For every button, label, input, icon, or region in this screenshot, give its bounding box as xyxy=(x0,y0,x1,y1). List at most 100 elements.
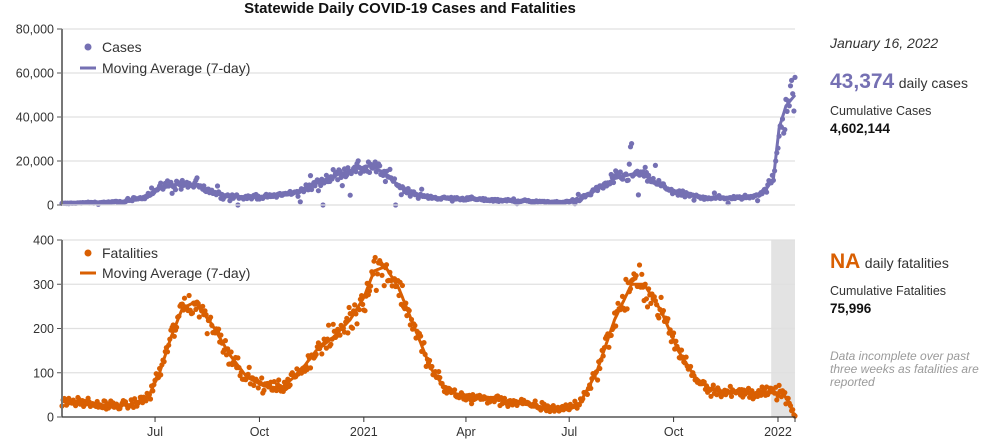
fatalities-point xyxy=(330,321,336,327)
legend-fatalities-label: Fatalities xyxy=(102,245,158,261)
fatalities-point xyxy=(436,369,442,375)
fatalities-point xyxy=(615,300,621,306)
fatalities-point xyxy=(276,377,282,383)
cases-point xyxy=(214,183,221,189)
cases-point xyxy=(755,198,761,204)
legend-cases-ma-label: Moving Average (7-day) xyxy=(102,60,250,76)
covid-chart: Statewide Daily COVID-19 Cases and Fatal… xyxy=(16,0,798,439)
cases-point xyxy=(295,193,301,199)
fatalities-point xyxy=(381,283,387,289)
y-tick-label: 0 xyxy=(47,199,54,213)
y-tick-label: 200 xyxy=(33,322,54,336)
note-line: Data incomplete over past xyxy=(830,349,970,363)
fatalities-point xyxy=(216,326,222,332)
x-tick-label: Jul xyxy=(147,425,163,439)
fatalities-point xyxy=(326,322,332,328)
fatalities-point xyxy=(307,365,314,371)
x-tick-label: Oct xyxy=(250,425,270,439)
cases-point xyxy=(629,141,635,147)
fatalities-point xyxy=(328,341,334,347)
cases-point xyxy=(169,190,175,196)
y-tick-label: 20,000 xyxy=(16,155,54,169)
fatalities-point xyxy=(255,385,261,391)
cumulative-cases-label: Cumulative Cases xyxy=(830,104,932,118)
cases-point xyxy=(575,191,581,197)
fatalities-point xyxy=(373,287,379,293)
fatalities-point xyxy=(452,387,458,393)
fatalities-point xyxy=(643,296,650,302)
cases-point xyxy=(419,186,425,192)
fatalities-point xyxy=(470,392,476,398)
cases-point xyxy=(158,180,164,186)
current-date: January 16, 2022 xyxy=(830,35,939,51)
fatalities-point xyxy=(708,393,714,399)
y-tick-label: 300 xyxy=(33,278,54,292)
cases-point xyxy=(787,83,794,89)
legend-fatalities-ma-label: Moving Average (7-day) xyxy=(102,265,250,281)
fatalities-point xyxy=(235,355,241,361)
fatalities-point xyxy=(372,254,378,261)
fatalities-point xyxy=(421,340,427,346)
cases-point xyxy=(642,164,648,170)
cases-moving-average-line xyxy=(61,94,797,205)
fatalities-point xyxy=(337,332,343,338)
cases-point xyxy=(792,74,798,80)
fatalities-point xyxy=(648,300,654,306)
cases-point xyxy=(347,192,353,198)
fatalities-point xyxy=(658,294,664,300)
incomplete-data-note: Data incomplete over past three weeks as… xyxy=(830,350,1000,389)
cases-point xyxy=(711,190,718,196)
legend-fatalities-dot-icon xyxy=(84,249,92,257)
fatalities-point xyxy=(246,364,252,370)
fatalities-point xyxy=(319,351,325,357)
daily-fatalities-unit: daily fatalities xyxy=(864,255,949,271)
fatalities-point xyxy=(624,306,630,312)
fatalities-point xyxy=(774,397,780,403)
fatalities-point xyxy=(644,304,651,310)
cases-point xyxy=(315,188,321,194)
fatalities-point xyxy=(362,308,368,314)
cumulative-cases-value: 4,602,144 xyxy=(830,121,891,136)
cumulative-fatalities-value: 75,996 xyxy=(830,301,872,316)
note-line: reported xyxy=(830,375,875,389)
cases-point xyxy=(789,77,795,83)
legend-cases-label: Cases xyxy=(102,39,142,55)
fatalities-point xyxy=(776,382,782,388)
daily-cases-value: 43,374 xyxy=(830,70,895,93)
x-tick-label: 2022 xyxy=(764,425,792,439)
fatalities-point xyxy=(349,325,356,331)
y-tick-label: 60,000 xyxy=(16,67,54,81)
y-tick-label: 400 xyxy=(33,234,54,248)
fatalities-point xyxy=(379,272,385,278)
chart-title: Statewide Daily COVID-19 Cases and Fatal… xyxy=(244,0,576,17)
fatalities-point xyxy=(189,310,196,316)
y-tick-label: 80,000 xyxy=(16,23,54,37)
cases-summary: 43,374 daily cases Cumulative Cases 4,60… xyxy=(830,70,1000,136)
fatalities-point xyxy=(204,331,210,337)
cases-point xyxy=(178,186,184,192)
fatalities-moving-average-line xyxy=(61,265,797,418)
cases-point xyxy=(366,169,373,175)
fatalities-point xyxy=(399,282,405,289)
fatalities-point xyxy=(633,273,639,279)
fatalities-point xyxy=(532,398,538,404)
cases-point xyxy=(345,165,351,171)
y-tick-label: 100 xyxy=(33,366,54,380)
cases-point xyxy=(330,167,336,173)
cases-point xyxy=(387,166,393,172)
cases-point xyxy=(782,127,788,133)
fatalities-point xyxy=(186,292,192,299)
cases-point xyxy=(194,175,200,181)
cases-point xyxy=(307,173,314,179)
fatalities-point xyxy=(606,344,612,350)
fatalities-point xyxy=(354,321,360,327)
fatalities-point xyxy=(710,382,716,388)
cases-point xyxy=(691,197,697,203)
cases-point xyxy=(297,199,303,205)
daily-fatalities-value: NA xyxy=(830,250,861,273)
fatalities-point xyxy=(469,401,475,407)
cases-point xyxy=(339,183,345,189)
cases-point xyxy=(791,108,797,114)
fatalities-point xyxy=(595,377,601,383)
x-tick-label: Jul xyxy=(561,425,577,439)
